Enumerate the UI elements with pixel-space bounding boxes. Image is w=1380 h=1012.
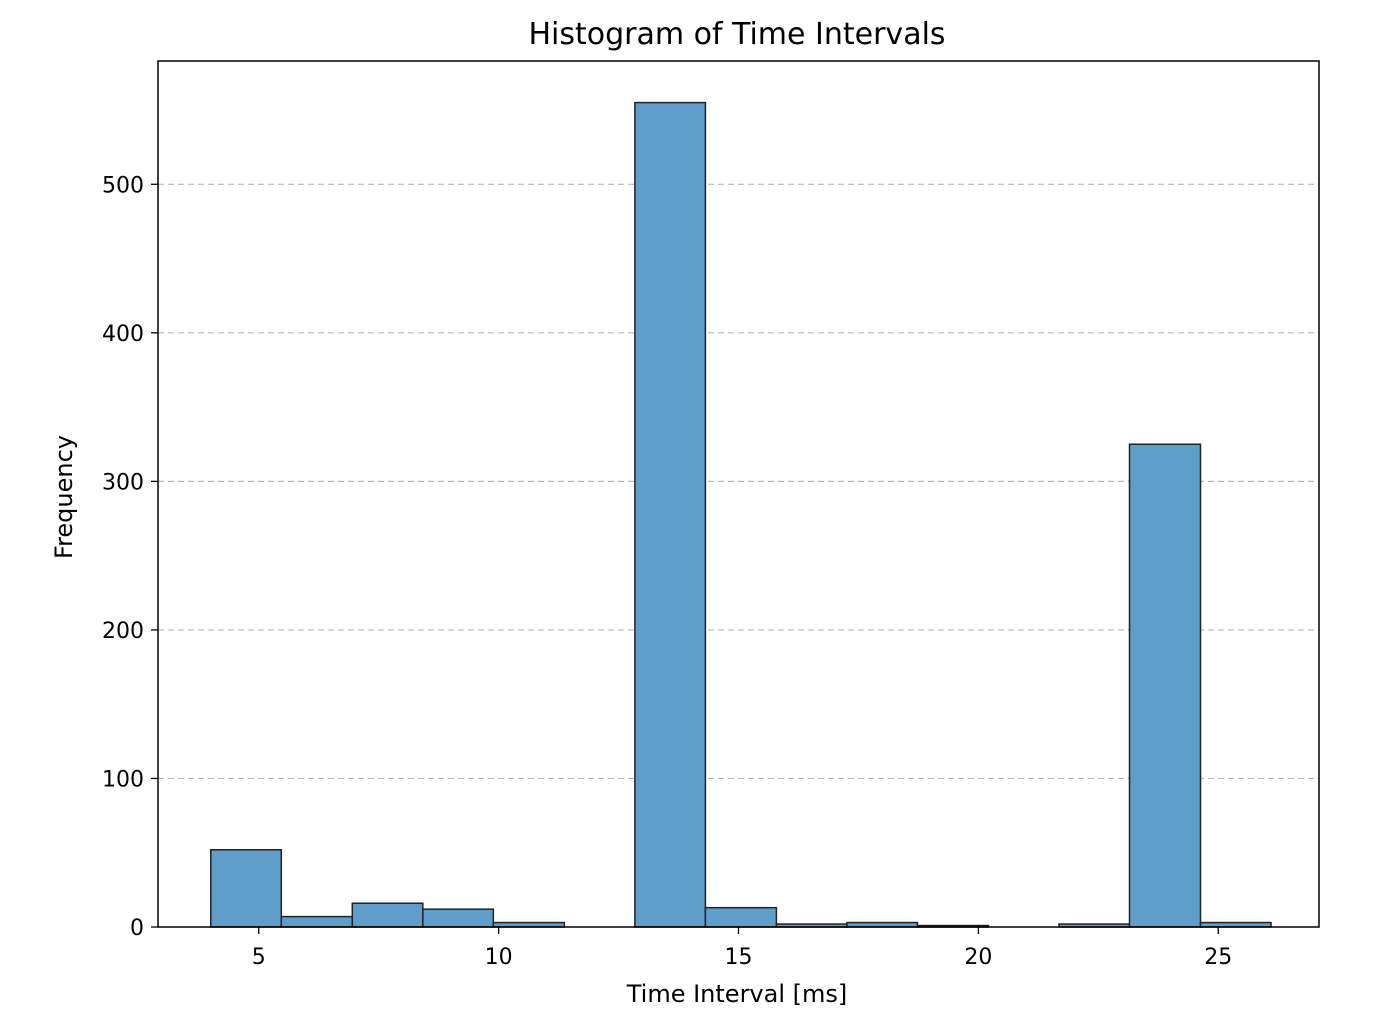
chart-title: Histogram of Time Intervals <box>528 17 945 52</box>
y-axis-label: Frequency <box>50 435 78 559</box>
x-tick-label-4: 25 <box>1204 945 1232 970</box>
histogram-bars <box>210 101 1272 928</box>
histogram-bar-1 <box>280 915 354 928</box>
histogram-bar-7 <box>704 906 778 928</box>
histogram-bar-6 <box>634 101 707 928</box>
y-gridlines <box>158 183 1319 780</box>
y-axis-ticks: 0 100 200 300 400 500 <box>102 173 158 941</box>
y-tick-label-0: 0 <box>130 916 144 941</box>
y-tick-label-5: 500 <box>102 173 144 198</box>
y-tick-label-3: 300 <box>102 470 144 495</box>
x-axis-ticks: 5 10 15 20 25 <box>252 927 1232 970</box>
histogram-bar-3 <box>422 908 495 928</box>
x-axis-label: Time Interval [ms] <box>626 980 848 1008</box>
histogram-bar-13 <box>1128 443 1202 928</box>
y-tick-label-4: 400 <box>102 322 144 347</box>
x-tick-label-0: 5 <box>252 945 266 970</box>
x-tick-label-1: 10 <box>485 945 513 970</box>
plot-area: 5 10 15 20 25 0 100 200 300 400 500 <box>102 60 1320 970</box>
x-tick-label-2: 15 <box>725 945 753 970</box>
y-tick-label-2: 200 <box>102 619 144 644</box>
histogram-bar-2 <box>351 902 424 928</box>
y-tick-label-1: 100 <box>102 767 144 792</box>
x-tick-label-3: 20 <box>964 945 992 970</box>
histogram-bar-0 <box>210 849 283 928</box>
